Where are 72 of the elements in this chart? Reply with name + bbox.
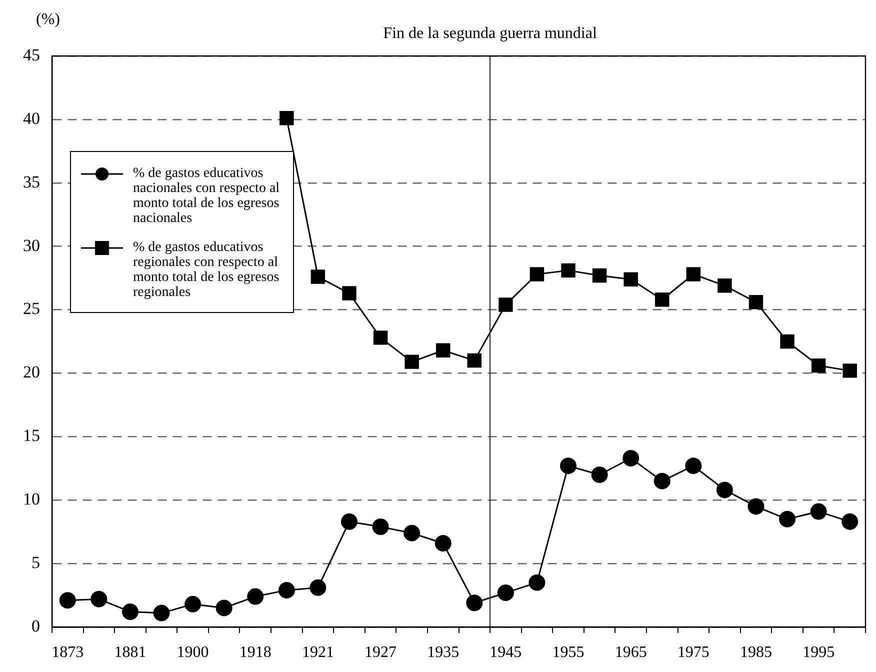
point <box>716 482 733 498</box>
x-tick-label: 1918 <box>239 644 272 661</box>
point <box>624 272 638 286</box>
point <box>372 518 389 536</box>
x-tick-label: 1900 <box>176 644 209 661</box>
point <box>122 604 138 620</box>
point <box>184 596 202 612</box>
point <box>780 334 794 349</box>
x-tick-label: 1927 <box>364 644 397 661</box>
point <box>560 458 577 474</box>
point <box>467 353 482 368</box>
y-tick-label: 45 <box>23 45 40 64</box>
point <box>216 600 232 616</box>
x-tick-label: 1985 <box>740 644 772 661</box>
point <box>686 267 701 282</box>
point <box>842 513 858 530</box>
point <box>592 268 607 283</box>
y-tick-label: 40 <box>23 108 40 128</box>
y-tick-label: 15 <box>23 426 40 446</box>
point <box>434 535 452 552</box>
point <box>655 292 670 307</box>
y-axis-title: (%) <box>36 11 60 28</box>
point <box>530 267 544 282</box>
point <box>779 510 796 528</box>
point <box>373 330 388 345</box>
point <box>404 524 420 542</box>
x-tick-label: 1975 <box>677 644 710 661</box>
y-tick-label: 20 <box>23 362 40 382</box>
point <box>310 270 326 284</box>
point <box>466 594 483 612</box>
point <box>153 604 170 622</box>
x-tick-label: 1995 <box>802 644 835 661</box>
point <box>310 579 326 596</box>
point <box>748 498 764 515</box>
y-tick-label: 30 <box>23 236 40 255</box>
y-tick-label: 5 <box>32 553 40 572</box>
point <box>654 472 670 490</box>
point <box>59 592 76 609</box>
point <box>278 582 295 598</box>
point <box>622 450 640 466</box>
x-tick-label: 1965 <box>614 644 647 661</box>
point <box>404 354 419 369</box>
ref-line-label: Fin de la segunda guerra mundial <box>383 25 598 42</box>
point <box>811 358 826 373</box>
point <box>497 584 514 601</box>
point <box>280 111 294 126</box>
y-tick-label: 10 <box>23 490 40 509</box>
x-tick-label: 1935 <box>427 644 460 661</box>
point <box>247 588 264 605</box>
legend-label: % de gastos educativos regionales con respecto al monto total de los egresos regionales <box>133 240 280 300</box>
legend-label: % de gastos educativos nacionales con respecto al monto total de los egresos nacionales <box>133 166 281 226</box>
point <box>842 364 857 378</box>
y-tick-label: 0 <box>32 616 40 636</box>
point <box>528 574 546 591</box>
point <box>342 286 356 300</box>
x-tick-label: 1955 <box>552 644 584 661</box>
x-tick-label: 1873 <box>52 644 84 661</box>
point <box>561 263 576 278</box>
point <box>810 503 827 520</box>
point <box>718 278 732 293</box>
point <box>90 590 108 608</box>
y-tick-label: 25 <box>23 299 40 318</box>
point <box>436 343 450 358</box>
point <box>340 513 358 530</box>
point <box>498 298 513 312</box>
point <box>748 295 764 310</box>
x-tick-label: 1881 <box>114 644 146 661</box>
x-tick-label: 1921 <box>302 644 334 661</box>
point <box>591 466 608 483</box>
point <box>685 458 702 474</box>
y-tick-label: 35 <box>23 172 40 192</box>
x-tick-label: 1945 <box>490 644 522 661</box>
